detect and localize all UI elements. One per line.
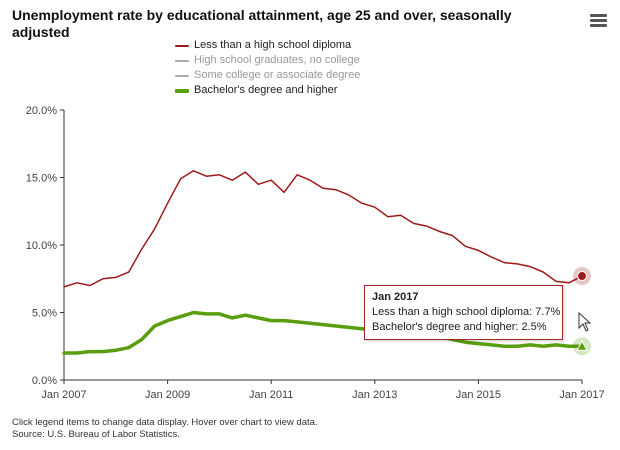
- legend-item-high-school[interactable]: High school graduates, no college: [175, 53, 360, 68]
- menu-icon[interactable]: [590, 14, 607, 29]
- hover-point-bachelors[interactable]: [576, 340, 588, 351]
- legend-swatch-icon: [175, 59, 189, 62]
- tooltip-line-1: Less than a high school diploma: 7.7%: [372, 306, 561, 318]
- y-tick-label: 10.0%: [26, 240, 57, 252]
- legend-item-less-than-high-school[interactable]: Less than a high school diploma: [175, 38, 360, 53]
- legend-swatch-icon: [175, 74, 189, 77]
- x-tick-label: Jan 2017: [559, 389, 604, 401]
- legend-label: Less than a high school diploma: [194, 39, 352, 51]
- chart-title: Unemployment rate by educational attainm…: [12, 7, 512, 40]
- chart-legend: Less than a high school diploma High sch…: [175, 38, 360, 98]
- y-tick-label: 15.0%: [26, 173, 57, 185]
- x-tick-label: Jan 2015: [456, 389, 501, 401]
- legend-swatch-icon: [175, 44, 189, 47]
- y-tick-label: 20.0%: [26, 105, 57, 117]
- legend-label: High school graduates, no college: [194, 54, 360, 66]
- notes-hint: Click legend items to change data displa…: [12, 417, 318, 428]
- tooltip-line-2: Bachelor's degree and higher: 2.5%: [372, 321, 547, 333]
- legend-item-some-college[interactable]: Some college or associate degree: [175, 68, 360, 83]
- tooltip-date: Jan 2017: [372, 291, 419, 303]
- legend-label: Bachelor's degree and higher: [194, 84, 338, 96]
- y-tick-label: 5.0%: [32, 308, 57, 320]
- x-tick-label: Jan 2013: [352, 389, 397, 401]
- mouse-cursor-icon: [578, 312, 592, 332]
- chart-notes: Click legend items to change data displa…: [12, 417, 318, 441]
- hover-point-less-than-high-school[interactable]: [577, 271, 587, 282]
- x-tick-label: Jan 2009: [145, 389, 190, 401]
- tooltip: Jan 2017 Less than a high school diploma…: [364, 285, 563, 340]
- y-tick-label: 0.0%: [32, 375, 57, 387]
- x-tick-label: Jan 2011: [249, 389, 293, 401]
- legend-label: Some college or associate degree: [194, 69, 361, 81]
- x-tick-label: Jan 2007: [41, 389, 86, 401]
- legend-swatch-icon: [175, 88, 189, 93]
- series-line-less-than-high-school[interactable]: [63, 170, 583, 288]
- legend-item-bachelors[interactable]: Bachelor's degree and higher: [175, 83, 360, 98]
- notes-source: Source: U.S. Bureau of Labor Statistics.: [12, 429, 180, 440]
- series-line-bachelors[interactable]: [62, 310, 584, 355]
